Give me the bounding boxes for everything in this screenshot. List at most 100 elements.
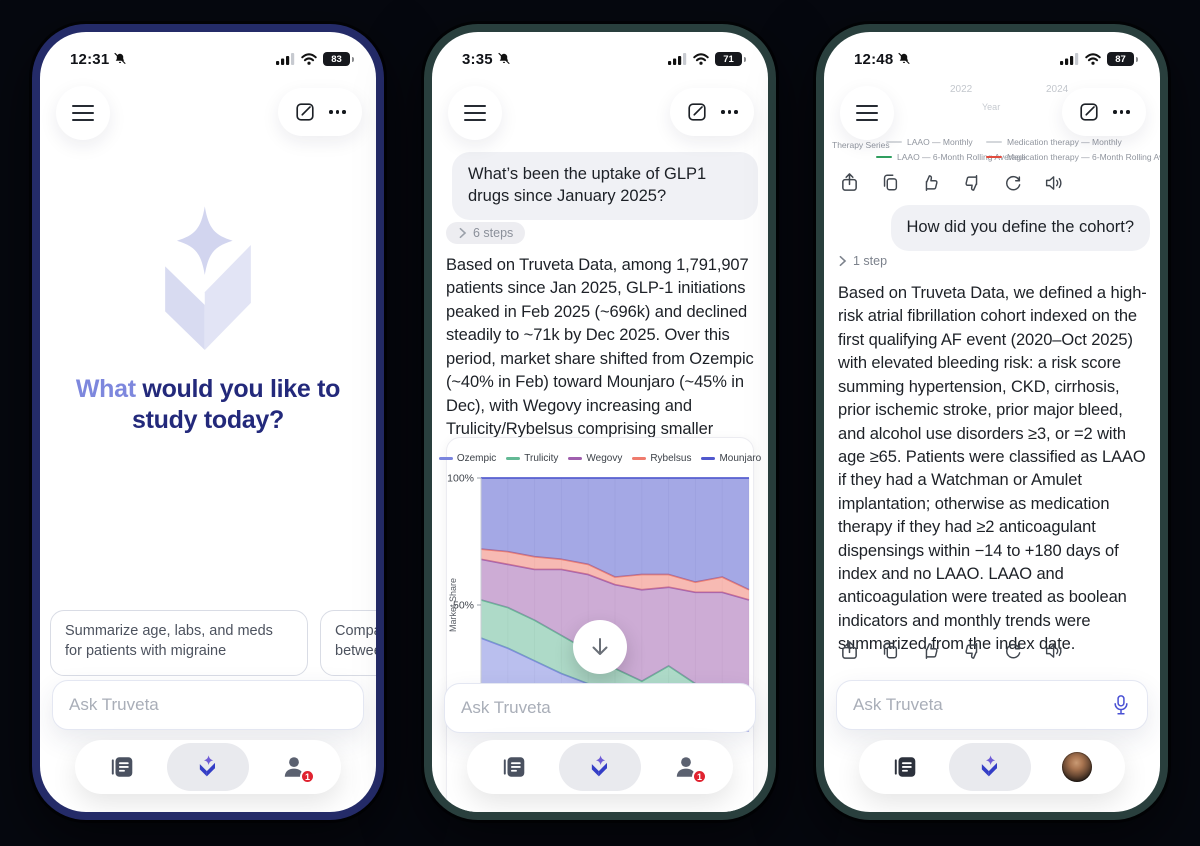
ask-input[interactable]: Ask Truveta — [444, 683, 756, 733]
header-controls — [1062, 88, 1146, 136]
ask-input[interactable]: Ask Truveta — [52, 680, 364, 730]
legend-label-trulicity: Trulicity — [524, 453, 559, 464]
nav-profile-button[interactable]: 1 — [281, 754, 315, 784]
phone-cohort-chat: 2022 2024 Year Therapy Series LAAO — Mon… — [816, 24, 1168, 820]
time-text: 3:35 — [462, 50, 493, 68]
notes-icon — [111, 757, 133, 777]
nav-assistant-button[interactable] — [948, 743, 1031, 791]
suggestion-chip-migraine[interactable]: Summarize age, labs, and meds for patien… — [50, 610, 308, 676]
status-time: 3:35 — [462, 51, 511, 68]
status-icons: 87 — [1060, 52, 1138, 66]
signal-icon — [276, 53, 295, 65]
thumbs-down-icon[interactable] — [962, 641, 982, 661]
legend-swatch-mounjaro — [701, 457, 716, 460]
nav-assistant-button[interactable] — [167, 743, 249, 791]
menu-button[interactable] — [56, 86, 110, 140]
x-tick-2022: 2022 — [950, 84, 973, 95]
legend-laao-rolling: LAAO — 6-Month Rolling Average — [876, 152, 1026, 162]
nav-profile-button[interactable] — [1061, 752, 1092, 782]
chevron-right-icon — [459, 227, 467, 239]
thumbs-up-icon[interactable] — [921, 173, 941, 193]
notes-icon — [895, 757, 916, 777]
scroll-to-bottom-button[interactable] — [573, 620, 627, 674]
menu-button[interactable] — [840, 86, 894, 140]
legend-label-rybelsus: Rybelsus — [650, 453, 692, 464]
legend-swatch-ozempic — [438, 457, 453, 460]
more-options-icon[interactable] — [1113, 110, 1130, 114]
phone-home: 12:31 83 What would you like to study to… — [32, 24, 384, 820]
legend-group-label: Therapy Series — [832, 140, 890, 150]
suggestion-chip-compare[interactable]: Compare between — [320, 610, 376, 676]
menu-button[interactable] — [448, 86, 502, 140]
assistant-answer: Based on Truveta Data, we defined a high… — [838, 284, 1147, 654]
thumbs-up-icon[interactable] — [921, 641, 941, 661]
nav-profile-button[interactable]: 1 — [673, 754, 707, 784]
wifi-icon — [301, 53, 317, 65]
steps-label: 6 steps — [473, 226, 514, 240]
screen-glp1-chat: Ozempic Trulicity Wegovy Rybelsus Mounja… — [432, 32, 768, 812]
screen-home: 12:31 83 What would you like to study to… — [40, 32, 376, 812]
steps-toggle[interactable]: 1 step — [838, 254, 887, 268]
notes-icon — [503, 757, 525, 777]
scrolled-chart-remnant: 2022 2024 Year Therapy Series LAAO — Mon… — [824, 32, 1160, 182]
notification-badge: 1 — [300, 769, 315, 784]
nav-notes-button[interactable] — [501, 754, 527, 780]
user-message-row: How did you define the cohort? — [838, 205, 1150, 251]
truveta-logo-small — [981, 755, 997, 777]
signal-icon — [668, 53, 687, 65]
battery-indicator: 71 — [715, 52, 746, 66]
legend-med-rolling: Medication therapy — 6-Month Rolling Ave… — [986, 152, 1160, 162]
page-title-line2: study today? — [132, 406, 284, 434]
signal-icon — [1060, 53, 1079, 65]
share-icon[interactable] — [840, 640, 859, 661]
svg-text:Market Share: Market Share — [448, 578, 458, 632]
person-icon — [284, 757, 304, 777]
ask-input-placeholder: Ask Truveta — [853, 695, 943, 714]
header-controls — [670, 88, 754, 136]
nav-assistant-button[interactable] — [559, 743, 641, 791]
regenerate-icon[interactable] — [1003, 173, 1023, 193]
avatar — [1061, 752, 1092, 782]
message-actions-bottom — [840, 640, 1065, 661]
microphone-icon[interactable] — [1111, 694, 1131, 716]
status-bar: 3:35 71 — [432, 48, 768, 70]
status-bar: 12:31 83 — [40, 48, 376, 70]
regenerate-icon[interactable] — [1003, 641, 1023, 661]
ask-input-placeholder: Ask Truveta — [461, 698, 551, 717]
glp1-chart-legend: Ozempic Trulicity Wegovy Rybelsus Mounja… — [438, 453, 761, 464]
bottom-nav: 1 — [75, 740, 341, 794]
bottom-nav — [859, 740, 1125, 794]
status-time: 12:48 — [854, 51, 911, 68]
battery-percent: 87 — [1115, 53, 1126, 65]
assistant-answer: Based on Truveta Data, among 1,791,907 p… — [446, 256, 754, 461]
compose-icon[interactable] — [294, 101, 316, 123]
read-aloud-icon[interactable] — [1044, 173, 1065, 193]
read-aloud-icon[interactable] — [1044, 641, 1065, 661]
page-title-highlight: What — [75, 375, 136, 403]
nav-notes-button[interactable] — [109, 754, 135, 780]
x-tick-2024: 2024 — [1046, 84, 1069, 95]
chip-line1: Compare — [335, 623, 376, 639]
compose-icon[interactable] — [1078, 101, 1100, 123]
battery-percent: 71 — [723, 53, 734, 65]
legend-label-wegovy: Wegovy — [586, 453, 623, 464]
legend-swatch-wegovy — [568, 457, 583, 460]
status-icons: 71 — [668, 52, 746, 66]
compose-icon[interactable] — [686, 101, 708, 123]
legend-laao-monthly: LAAO — Monthly — [886, 137, 973, 147]
status-time: 12:31 — [70, 51, 127, 68]
ask-input[interactable]: Ask Truveta — [836, 680, 1148, 730]
ask-input-placeholder: Ask Truveta — [69, 695, 159, 714]
person-icon — [676, 757, 696, 777]
copy-icon[interactable] — [880, 172, 900, 193]
bottom-nav: 1 — [467, 740, 733, 794]
more-options-icon[interactable] — [329, 110, 346, 114]
steps-toggle[interactable]: 6 steps — [446, 222, 526, 244]
more-options-icon[interactable] — [721, 110, 738, 114]
share-icon[interactable] — [840, 172, 859, 193]
thumbs-down-icon[interactable] — [962, 173, 982, 193]
battery-percent: 83 — [331, 53, 342, 65]
nav-notes-button[interactable] — [892, 754, 918, 780]
user-message-row: What’s been the uptake of GLP1 drugs sin… — [446, 152, 758, 220]
copy-icon[interactable] — [880, 640, 900, 661]
